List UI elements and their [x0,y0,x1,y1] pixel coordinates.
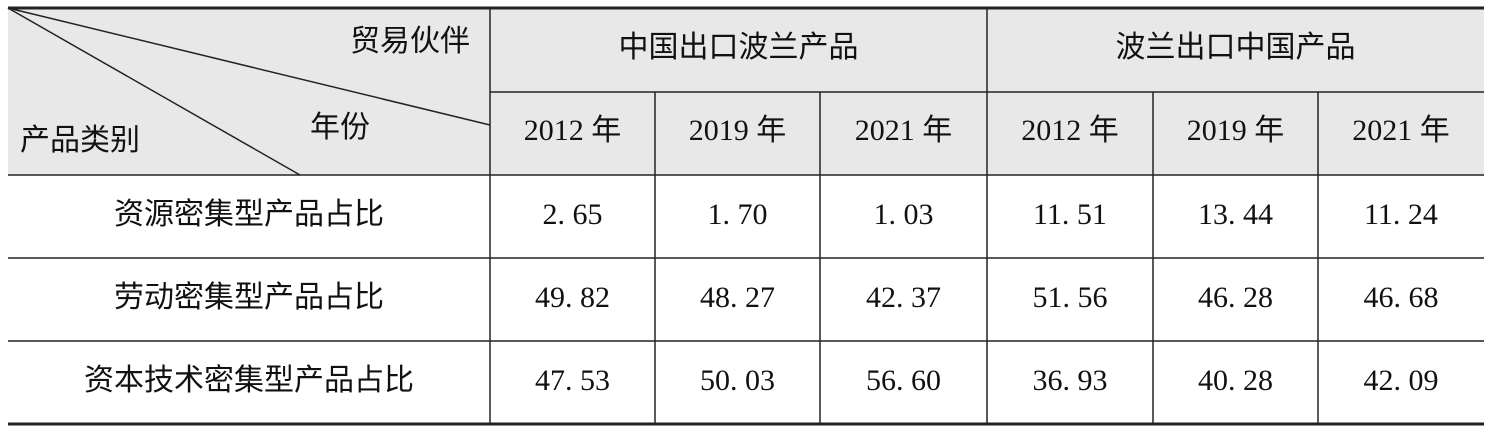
cell: 48. 27 [700,281,775,314]
cell: 1. 03 [874,198,934,231]
cell: 51. 56 [1033,281,1108,314]
row-label: 劳动密集型产品占比 [114,281,384,314]
year-header: 2012 年 [524,114,622,147]
cell: 11. 24 [1364,198,1438,231]
cell: 50. 03 [700,364,775,397]
cell: 36. 93 [1033,364,1108,397]
year-header: 2019 年 [1187,114,1285,147]
group-header: 中国出口波兰产品 [619,31,859,64]
cell: 40. 28 [1198,364,1273,397]
diagonal [7,7,491,126]
cell: 46. 68 [1364,281,1439,314]
corner-label: 贸易伙伴 [350,25,470,58]
cell: 13. 44 [1198,198,1273,231]
corner-label: 年份 [310,111,370,144]
year-header: 2012 年 [1021,114,1119,147]
corner-label: 产品类别 [20,124,140,157]
cell: 11. 51 [1033,198,1107,231]
cell: 49. 82 [535,281,610,314]
row-label: 资源密集型产品占比 [114,198,384,231]
cell: 47. 53 [535,364,610,397]
cell: 56. 60 [866,364,941,397]
diagonal [7,7,301,176]
row-label: 资本技术密集型产品占比 [84,364,414,397]
year-header: 2021 年 [1352,114,1450,147]
cell: 46. 28 [1198,281,1273,314]
group-header: 波兰出口中国产品 [1116,31,1356,64]
year-header: 2019 年 [689,114,787,147]
year-header: 2021 年 [855,114,953,147]
cell: 42. 09 [1364,364,1439,397]
cell: 1. 70 [708,198,768,231]
cell: 2. 65 [543,198,603,231]
cell: 42. 37 [866,281,941,314]
